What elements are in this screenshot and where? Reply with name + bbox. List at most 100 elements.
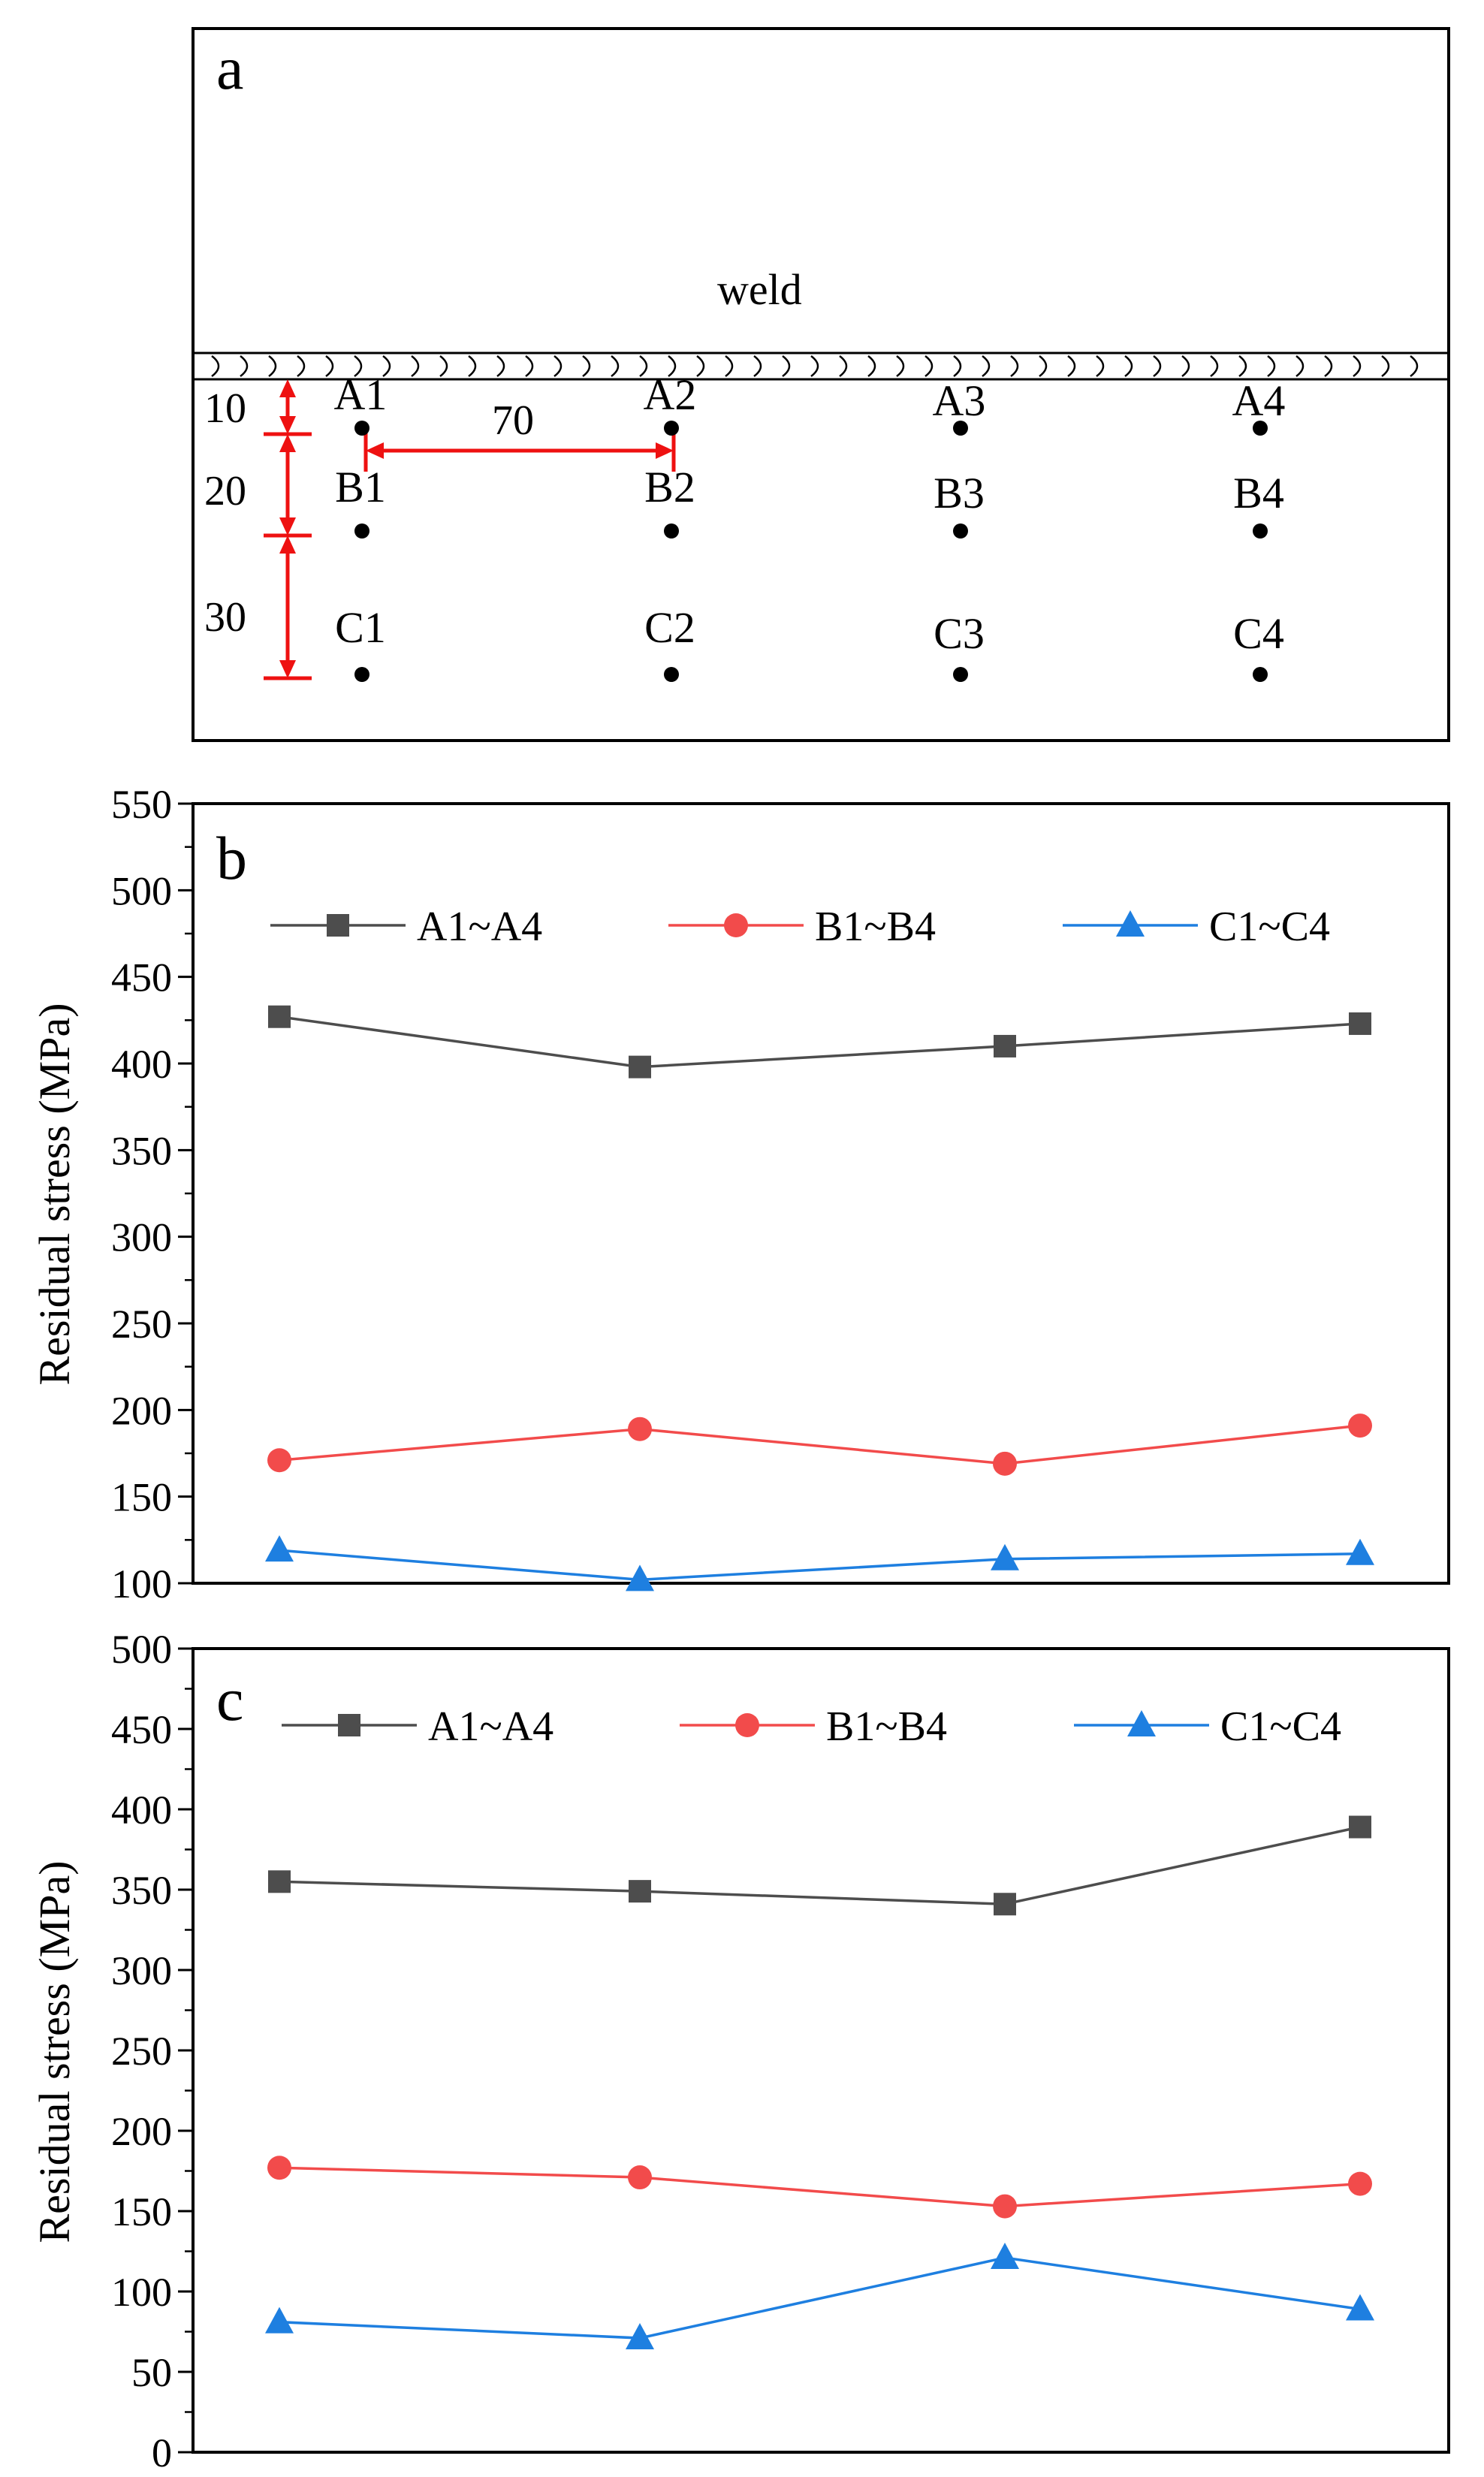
point-B3-label: B3: [934, 469, 985, 517]
weld-ripple: [953, 355, 962, 377]
weld-ripple: [1410, 355, 1419, 377]
point-A2-label: A2: [644, 370, 697, 419]
weld-ripple: [1039, 355, 1048, 377]
dimension-30-label: 30: [204, 594, 246, 641]
panel-c-series-b-point: [993, 2194, 1017, 2219]
panel-b-y-axis-title: Residual stress (MPa): [30, 1003, 79, 1385]
weld-ripple: [1210, 355, 1219, 377]
panel-b-legend-c-marker: [1116, 910, 1145, 937]
weld-ripple: [1324, 355, 1333, 377]
weld-ripple: [839, 355, 848, 377]
panel-c-series-b-point: [1348, 2171, 1372, 2196]
weld-ripple: [1353, 355, 1362, 377]
weld-ripple: [411, 355, 420, 377]
panel-c-chart: c Residual stress (MPa) 0 50 100 150 200 250 3…: [30, 1627, 1450, 2475]
weld-ripple: [924, 355, 934, 377]
point-A4-label: A4: [1232, 376, 1286, 425]
point-B1-label: B1: [335, 463, 386, 511]
panel-b-series-b-point: [267, 1448, 291, 1473]
panel-c-label: c: [216, 1665, 243, 1733]
panel-b-legend-c-label: C1~C4: [1209, 904, 1330, 950]
panel-c-series-a-point: [994, 1893, 1016, 1916]
panel-c-y-tick-label: 200: [111, 2109, 172, 2154]
measurement-points: A1 A2 A3 A4 B1 B2 B3 B4 C1 C2 C3 C4: [334, 370, 1286, 682]
panel-b-series-c-point: [991, 1543, 1019, 1570]
panel-c-y-tick-label: 100: [111, 2270, 172, 2315]
panel-c-series-c-line: [279, 2256, 1361, 2340]
panel-c-legend-b-label: B1~B4: [826, 1703, 947, 1750]
panel-b-y-tick-label: 350: [111, 1128, 172, 1173]
panel-c-series-a-line: [279, 1825, 1361, 1906]
panel-c-y-tick-label: 50: [131, 2350, 172, 2395]
weld-ripple: [382, 355, 391, 377]
dimension-markers: 10 20 30 70: [204, 379, 676, 680]
point-A1-marker: [354, 421, 369, 436]
panel-c-series-a-point: [629, 1880, 651, 1903]
panel-a-label: a: [216, 34, 243, 102]
point-C4-label: C4: [1233, 609, 1284, 658]
weld-ripple: [725, 355, 734, 377]
panel-c-y-tick-label: 150: [111, 2189, 172, 2234]
panel-c-series-b-point: [267, 2156, 291, 2180]
weld-ripple: [1238, 355, 1247, 377]
panel-b-series-a-line: [279, 1015, 1361, 1069]
panel-b-series-c-point: [265, 1535, 294, 1562]
weld-ripple: [982, 355, 991, 377]
weld-label: weld: [717, 265, 802, 314]
point-A1-label: A1: [334, 370, 388, 419]
weld-ripple: [1096, 355, 1105, 377]
weld-ripple: [211, 355, 220, 377]
weld-ripple: [468, 355, 477, 377]
panel-b-legend-a-marker: [327, 914, 349, 937]
panel-b-series-a-point: [994, 1034, 1016, 1057]
panel-c-legend-b-marker: [735, 1713, 759, 1737]
point-C1-label: C1: [335, 603, 386, 652]
weld-ripple: [297, 355, 306, 377]
panel-b-y-tick-label: 450: [111, 955, 172, 1000]
point-B2-marker: [664, 523, 679, 539]
panel-b-y-tick-label: 200: [111, 1388, 172, 1433]
point-B4-marker: [1253, 523, 1268, 539]
panel-b-chart: b Residual stress (MPa) 100 150 200 250 300 3…: [30, 782, 1450, 1607]
panel-b-series-b-point: [1348, 1413, 1372, 1438]
weld-bead: [195, 351, 1447, 381]
panel-b-legend-b-marker: [724, 913, 748, 937]
panel-c-y-tick-label: 400: [111, 1788, 172, 1833]
weld-ripple: [810, 355, 819, 377]
weld-ripple: [439, 355, 448, 377]
point-B3-marker: [953, 523, 968, 539]
weld-ripple: [582, 355, 591, 377]
panel-b-legend-b-label: B1~B4: [815, 904, 936, 950]
panel-c-series-c-point: [626, 2323, 654, 2350]
weld-ripple: [1295, 355, 1305, 377]
weld-ripple: [525, 355, 534, 377]
dimension-70-arrow-left: [366, 442, 384, 459]
dimension-30-arrow-bottom: [279, 660, 296, 678]
weld-ripple: [611, 355, 620, 377]
point-A2-marker: [664, 421, 679, 436]
panel-c-legend-c-marker: [1127, 1710, 1156, 1736]
weld-ripple: [268, 355, 277, 377]
panel-b-y-tick-label: 500: [111, 868, 172, 913]
panel-c-y-tick-label: 500: [111, 1627, 172, 1672]
panel-a: a weld 10 20 30 70 A1 A2 A3 A4 B1 B2 B3 B4 C1 C2 C3 C4: [192, 27, 1450, 742]
panel-c-y-axis-title: Residual stress (MPa): [30, 1860, 79, 2243]
panel-b-y-tick-label: 250: [111, 1302, 172, 1347]
point-C1-marker: [354, 667, 369, 682]
dimension-20-arrow-bottom: [279, 517, 296, 536]
weld-ripple: [696, 355, 705, 377]
panel-b-series-b-line: [279, 1424, 1361, 1465]
panel-c-y-tick-label: 300: [111, 1948, 172, 1993]
dimension-20-arrow-top: [279, 434, 296, 452]
panel-c-series-a-point: [268, 1870, 291, 1893]
weld-ripple: [496, 355, 505, 377]
panel-c-legend-a-label: A1~A4: [428, 1703, 553, 1750]
weld-ripple: [1381, 355, 1390, 377]
point-C4-marker: [1253, 667, 1268, 682]
weld-ripple: [896, 355, 905, 377]
weld-ripple: [668, 355, 677, 377]
dimension-10-label: 10: [204, 385, 246, 432]
panel-b-label: b: [216, 824, 247, 892]
panel-b-series-a-point: [629, 1055, 651, 1079]
weld-ripple: [782, 355, 791, 377]
